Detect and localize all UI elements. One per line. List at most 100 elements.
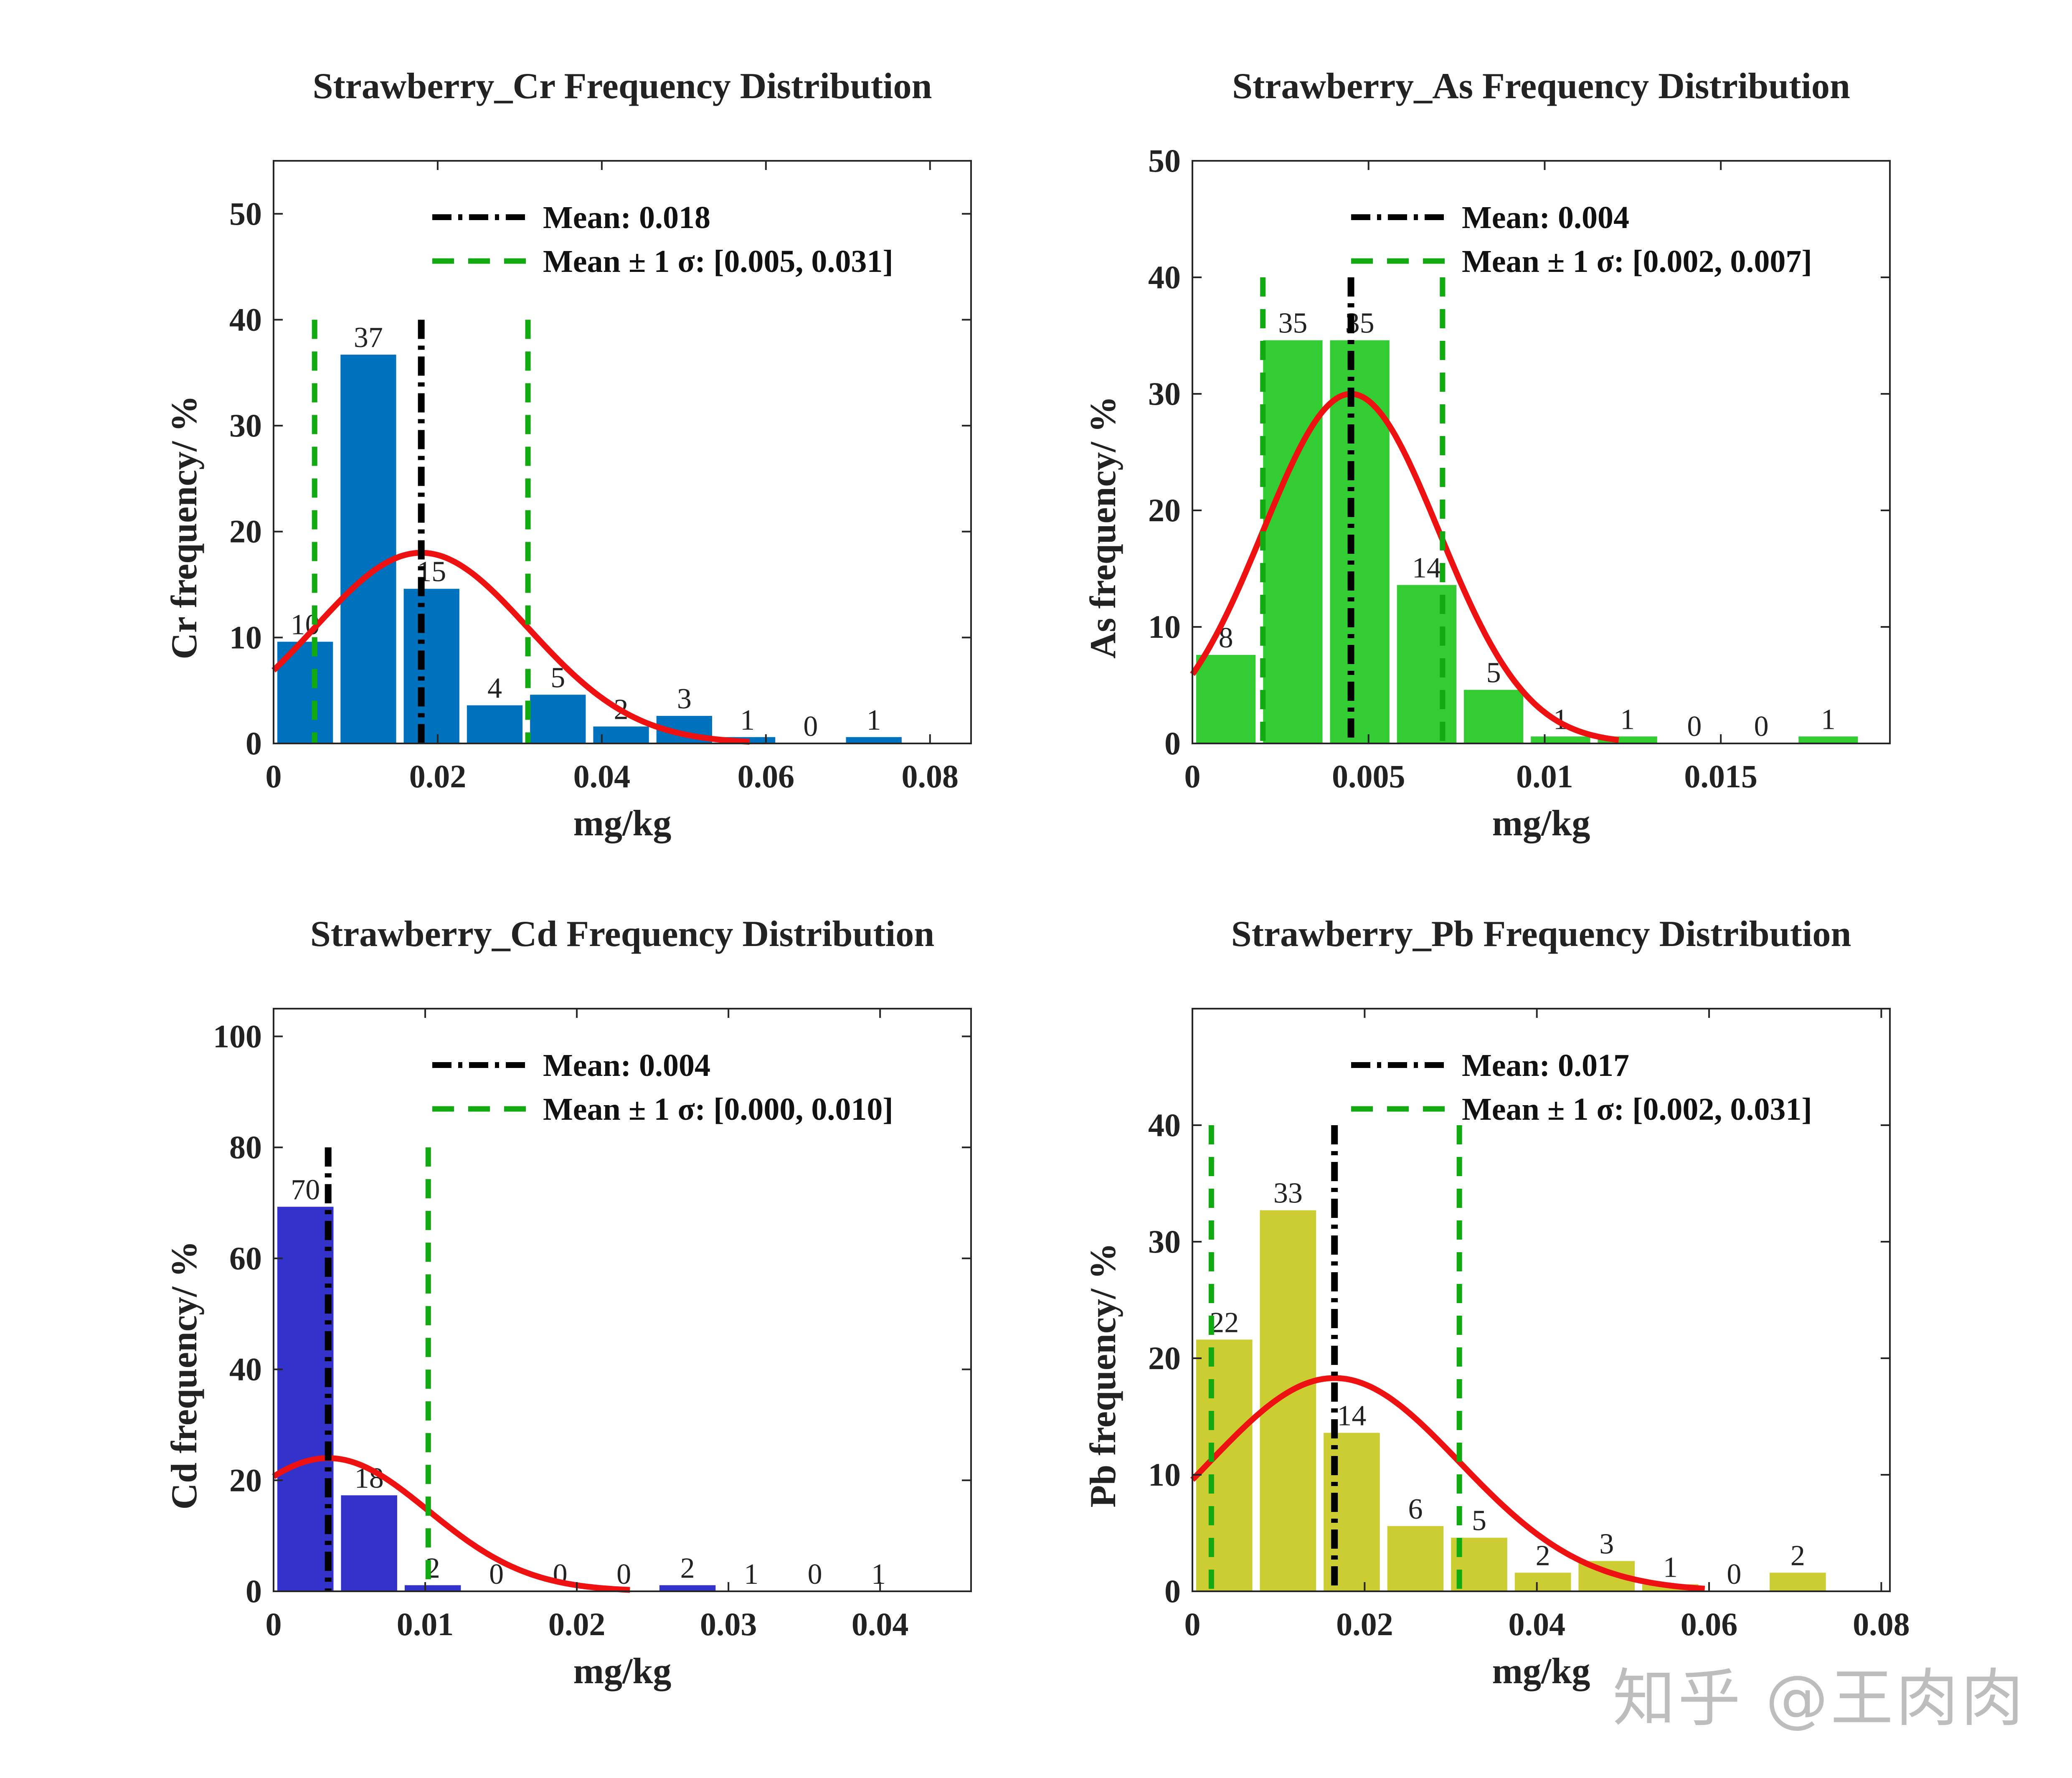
y-axis-label: Pb frequency/ % — [1083, 1243, 1123, 1508]
x-tick-label: 0.04 — [573, 758, 631, 794]
x-tick-label: 0 — [266, 758, 282, 794]
histogram-bar — [1260, 1210, 1316, 1591]
bar-value-label: 14 — [1412, 552, 1441, 584]
x-tick-label: 0.08 — [902, 758, 959, 794]
legend-mean-label: Mean: 0.004 — [1462, 200, 1629, 235]
bar-value-label: 22 — [1210, 1306, 1239, 1339]
y-tick-label: 10 — [1148, 1456, 1181, 1493]
legend-mean-label: Mean: 0.018 — [543, 200, 710, 235]
x-tick-label: 0.02 — [1336, 1606, 1393, 1642]
histogram-bar — [1397, 585, 1457, 743]
x-tick-label: 0 — [266, 1606, 282, 1642]
bar-value-label: 0 — [616, 1558, 631, 1590]
y-tick-label: 80 — [229, 1129, 262, 1165]
watermark: 知乎 @王肉肉 — [1613, 1662, 2026, 1735]
chart-panel-1: Strawberry_Cr Frequency Distribution1037… — [164, 66, 972, 844]
x-tick-label: 0.01 — [1516, 758, 1573, 794]
bar-value-label: 1 — [740, 704, 755, 736]
chart-title: Strawberry_Pb Frequency Distribution — [1231, 914, 1851, 954]
y-tick-label: 40 — [1148, 259, 1181, 295]
bar-value-label: 5 — [1472, 1505, 1486, 1537]
y-tick-label: 0 — [246, 725, 262, 761]
bar-value-label: 3 — [1599, 1528, 1614, 1560]
bar-value-label: 0 — [1754, 710, 1769, 743]
x-tick-label: 0 — [1184, 758, 1201, 794]
histogram-bar — [404, 1585, 461, 1591]
bar-value-label: 0 — [808, 1558, 822, 1590]
chart-panel-3: Strawberry_Cd Frequency Distribution 70 1 8… — [164, 914, 972, 1692]
histogram-bar — [530, 695, 586, 743]
axes-box — [273, 160, 972, 744]
bar-value-label: 37 — [354, 322, 383, 354]
bar-value-label: 1 — [1663, 1551, 1678, 1583]
histogram-bar — [1514, 1573, 1571, 1591]
histogram-bar — [1531, 736, 1590, 743]
histogram-bar — [1263, 340, 1323, 743]
bar-value-label: 2 — [1790, 1540, 1805, 1572]
x-tick-label: 0.03 — [700, 1606, 757, 1642]
legend-sigma-label: Mean ± 1 σ: [0.002, 0.007] — [1462, 244, 1812, 279]
y-tick-label: 60 — [229, 1240, 262, 1276]
y-tick-label: 0 — [1164, 725, 1181, 761]
histogram-bar — [846, 737, 902, 743]
bar-value-label: 35 — [1278, 307, 1307, 340]
y-tick-label: 40 — [229, 301, 262, 337]
y-axis-label: Cd frequency/ % — [164, 1241, 205, 1510]
y-tick-label: 100 — [213, 1018, 262, 1054]
normal-fit-curve — [272, 1455, 630, 1593]
y-tick-label: 10 — [229, 619, 262, 655]
x-tick-label: 0 — [1184, 1606, 1201, 1642]
x-tick-label: 0.08 — [1853, 1606, 1910, 1642]
legend-mean-label: Mean: 0.017 — [1462, 1048, 1629, 1083]
axes-box — [273, 1008, 972, 1592]
x-tick-label: 0.005 — [1332, 758, 1405, 794]
bar-value-label: 0 — [803, 710, 818, 743]
y-axis-label: Cr frequency/ % — [164, 395, 205, 659]
y-tick-label: 50 — [229, 195, 262, 232]
bar-value-label: 0 — [1687, 710, 1702, 743]
bar-value-label: 0 — [1727, 1558, 1741, 1590]
x-tick-label: 0.02 — [548, 1606, 606, 1642]
axes-box — [1192, 160, 1891, 744]
bar-value-label: 6 — [1408, 1493, 1423, 1525]
normal-fit-curve — [1190, 1375, 1705, 1592]
legend-sigma-label: Mean ± 1 σ: [0.000, 0.010] — [543, 1092, 893, 1127]
bar-value-label: 3 — [677, 683, 692, 715]
legend-mean-label: Mean: 0.004 — [543, 1048, 710, 1083]
y-tick-label: 10 — [1148, 609, 1181, 645]
x-tick-label: 0.06 — [738, 758, 795, 794]
y-tick-label: 20 — [1148, 492, 1181, 528]
y-tick-label: 30 — [1148, 375, 1181, 412]
x-axis-label: mg/kg — [573, 1651, 672, 1692]
chart-panel-4: Strawberry_Pb Frequency Distribution2233… — [1083, 914, 1910, 1692]
chart-title: Strawberry_Cd Frequency Distribution — [310, 914, 934, 954]
y-tick-label: 50 — [1148, 142, 1181, 179]
x-tick-label: 0.04 — [852, 1606, 909, 1642]
bar-value-label: 1 — [871, 1558, 886, 1590]
histogram-bar — [1464, 690, 1524, 743]
histogram-bar — [1196, 654, 1256, 743]
x-axis-label: mg/kg — [1492, 803, 1590, 844]
bar-value-label: 33 — [1273, 1177, 1303, 1210]
x-tick-label: 0.06 — [1681, 1606, 1738, 1642]
histogram-bar — [340, 355, 396, 743]
bar-value-label: 2 — [680, 1552, 695, 1584]
y-tick-label: 20 — [229, 513, 262, 550]
histogram-bar — [1798, 736, 1858, 743]
axes-box — [1192, 1008, 1891, 1592]
x-tick-label: 0.01 — [397, 1606, 454, 1642]
histogram-bar — [403, 588, 459, 743]
bar-value-label: 4 — [487, 672, 502, 705]
legend-sigma-label: Mean ± 1 σ: [0.002, 0.031] — [1462, 1092, 1812, 1127]
histogram-bar — [659, 1585, 716, 1591]
legend-sigma-label: Mean ± 1 σ: [0.005, 0.031] — [543, 244, 893, 279]
histogram-bar — [1770, 1573, 1826, 1591]
y-tick-label: 30 — [229, 407, 262, 444]
bar-value-label: 1 — [1620, 703, 1635, 736]
y-tick-label: 20 — [1148, 1340, 1181, 1376]
bar-value-label: 14 — [1337, 1400, 1366, 1432]
bar-value-label: 70 — [291, 1174, 320, 1206]
chart-title: Strawberry_As Frequency Distribution — [1232, 66, 1850, 107]
